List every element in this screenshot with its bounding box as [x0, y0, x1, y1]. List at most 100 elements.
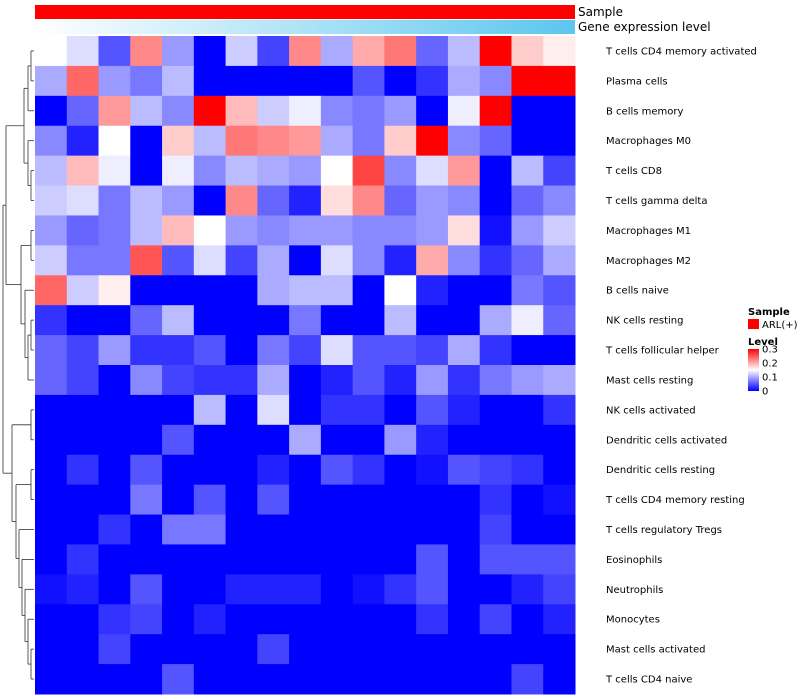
- heatmap-cell: [352, 36, 385, 67]
- heatmap-cell: [479, 424, 512, 456]
- heatmap-cell: [257, 95, 290, 127]
- heatmap-cell: [130, 95, 163, 127]
- heatmap-cell: [193, 484, 227, 516]
- heatmap-cell: [384, 365, 417, 396]
- heatmap-cell: [35, 155, 68, 187]
- heatmap-cell: [289, 335, 322, 366]
- heatmap-cell: [352, 65, 385, 97]
- heatmap-cell: [416, 305, 449, 336]
- heatmap-cell: [98, 394, 131, 426]
- heatmap-cell: [289, 365, 322, 396]
- heatmap-cell: [447, 484, 481, 516]
- legend-level-colorbar: [748, 349, 759, 391]
- heatmap-cell: [193, 394, 227, 426]
- heatmap-cell: [130, 574, 163, 605]
- heatmap-cell: [447, 394, 481, 426]
- heatmap-cell: [35, 484, 68, 516]
- heatmap-cell: [447, 245, 481, 276]
- heatmap-cell: [543, 514, 576, 545]
- row-label: Plasma cells: [606, 76, 668, 87]
- heatmap-cell: [447, 365, 481, 396]
- heatmap-cell: [416, 335, 449, 366]
- heatmap-cell: [416, 514, 449, 545]
- heatmap-cell: [35, 305, 68, 336]
- heatmap-cell: [416, 574, 449, 605]
- heatmap-cell: [193, 634, 227, 665]
- heatmap-cell: [479, 245, 512, 276]
- heatmap-cell: [98, 664, 131, 695]
- heatmap-cell: [384, 65, 417, 97]
- heatmap-cell: [511, 215, 544, 246]
- heatmap-cell: [66, 125, 100, 157]
- heatmap-cell: [130, 634, 163, 665]
- legend-level-tick-label: 0.3: [762, 345, 778, 356]
- legend-sample-swatch: [748, 319, 759, 329]
- heatmap-cell: [130, 185, 163, 216]
- row-dendrogram: [2, 50, 34, 680]
- heatmap-cell: [479, 394, 512, 426]
- heatmap-cell: [35, 574, 68, 605]
- heatmap-cell: [35, 215, 68, 246]
- heatmap-cell: [543, 394, 576, 426]
- heatmap-cell: [479, 215, 512, 246]
- heatmap-cell: [193, 275, 227, 306]
- heatmap-cell: [479, 574, 512, 605]
- row-label: B cells memory: [606, 106, 683, 117]
- heatmap-cell: [225, 544, 258, 575]
- heatmap-cell: [320, 664, 354, 695]
- heatmap-cell: [511, 95, 544, 127]
- heatmap-cell: [130, 664, 163, 695]
- heatmap-cell: [66, 65, 100, 97]
- heatmap-cell: [66, 185, 100, 216]
- row-label: Dendritic cells activated: [606, 435, 727, 446]
- heatmap-cell: [257, 36, 290, 67]
- heatmap-cell: [225, 65, 258, 97]
- heatmap-cell: [447, 125, 481, 157]
- heatmap-cell: [98, 36, 131, 67]
- row-label: T cells follicular helper: [605, 346, 720, 357]
- heatmap-cell: [225, 275, 258, 306]
- heatmap-cell: [447, 36, 481, 67]
- heatmap-cell: [320, 275, 354, 306]
- heatmap-cell: [257, 335, 290, 366]
- heatmap-cell: [479, 484, 512, 516]
- heatmap-cell: [416, 664, 449, 695]
- heatmap-cell: [257, 125, 290, 157]
- heatmap-cell: [66, 394, 100, 426]
- heatmap-cell: [511, 36, 544, 67]
- heatmap-cell: [543, 544, 576, 575]
- heatmap-cell: [289, 155, 322, 187]
- heatmap-cell: [479, 664, 512, 695]
- heatmap-cell: [193, 664, 227, 695]
- heatmap-cell: [543, 65, 576, 97]
- heatmap-cell: [289, 245, 322, 276]
- heatmap-cell: [98, 215, 131, 246]
- row-label: Macrophages M1: [606, 226, 691, 237]
- heatmap-cell: [162, 394, 195, 426]
- heatmap-cell: [289, 634, 322, 665]
- heatmap-cell: [352, 394, 385, 426]
- heatmap-cell: [479, 365, 512, 396]
- heatmap-cell: [162, 484, 195, 516]
- heatmap-cell: [193, 155, 227, 187]
- heatmap-cell: [320, 125, 354, 157]
- heatmap-cell: [416, 634, 449, 665]
- heatmap-cell: [352, 305, 385, 336]
- heatmap-cell: [511, 335, 544, 366]
- heatmap-cell: [416, 424, 449, 456]
- heatmap-cell: [479, 544, 512, 575]
- heatmap-cell: [511, 365, 544, 396]
- heatmap-cell: [66, 95, 100, 127]
- heatmap-cell: [257, 424, 290, 456]
- heatmap-cell: [320, 185, 354, 216]
- legend-level-tick-label: 0: [762, 387, 768, 398]
- heatmap-cell: [257, 394, 290, 426]
- heatmap-cell: [162, 275, 195, 306]
- heatmap-cell: [479, 454, 512, 486]
- heatmap-cell: [447, 544, 481, 575]
- heatmap-cell: [66, 36, 100, 67]
- heatmap-cell: [320, 514, 354, 545]
- heatmap-cell: [130, 604, 163, 635]
- heatmap-cell: [66, 215, 100, 246]
- heatmap-cell: [479, 335, 512, 366]
